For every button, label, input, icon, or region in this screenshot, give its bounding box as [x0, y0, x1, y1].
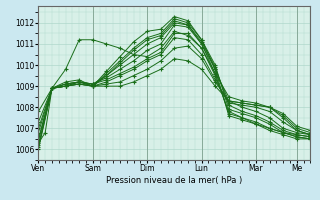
X-axis label: Pression niveau de la mer( hPa ): Pression niveau de la mer( hPa ) — [106, 176, 243, 185]
